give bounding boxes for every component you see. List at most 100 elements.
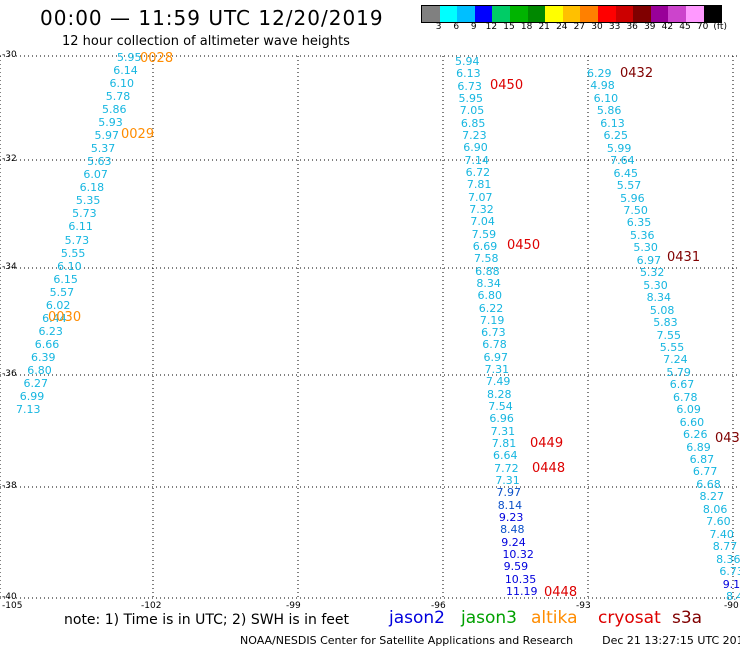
legend-label: 12	[485, 22, 498, 32]
wave-height-value: 9.59	[503, 560, 529, 574]
wave-height-value: 6.88	[475, 264, 500, 278]
wave-height-value: 7.31	[495, 474, 520, 488]
wave-height-value: 6.29	[587, 67, 612, 80]
wave-height-value: 7.81	[466, 178, 492, 192]
wave-height-value: 8.28	[487, 387, 512, 401]
wave-height-value: 6.89	[686, 440, 711, 454]
legend-label: 9	[470, 22, 477, 32]
latitude-label: -30	[2, 50, 17, 60]
wave-height-value: 6.26	[682, 428, 708, 442]
wave-height-value: 6.96	[489, 412, 514, 426]
wave-height-value: 6.11	[68, 220, 93, 234]
satellite-cryosat: cryosat	[598, 608, 661, 628]
map-subtitle: 12 hour collection of altimeter wave hei…	[62, 34, 350, 49]
wave-height-value: 5.78	[105, 90, 131, 104]
legend-swatch	[615, 6, 634, 22]
wave-height-value: 5.86	[102, 103, 127, 117]
legend-swatch	[650, 6, 669, 22]
wave-height-value: 5.73	[64, 233, 90, 247]
pass-time-label: 0030	[48, 310, 82, 325]
longitude-label: -105	[2, 601, 23, 611]
wave-height-value: 5.35	[75, 194, 101, 208]
wave-height-value: 10.32	[502, 548, 534, 562]
latitude-label: -34	[2, 262, 17, 272]
wave-height-value: 7.49	[485, 375, 511, 389]
wave-height-value: 5.32	[639, 266, 665, 280]
legend-swatch	[527, 6, 546, 22]
wave-height-value: 5.30	[633, 241, 658, 255]
wave-height-value: 6.68	[696, 477, 721, 491]
wave-height-value: 7.04	[470, 215, 495, 229]
legend-swatch	[474, 6, 493, 22]
legend-label: 39	[644, 22, 656, 32]
wave-height-value: 7.13	[16, 403, 41, 416]
wave-height-value: 6.10	[57, 259, 82, 273]
wave-height-value: 6.10	[593, 91, 619, 105]
wave-height-value: 5.79	[666, 365, 691, 379]
legend-label: 21	[538, 22, 550, 32]
legend-label: 42	[661, 22, 674, 32]
wave-height-value: 5.96	[620, 191, 645, 205]
wave-height-value: 6.64	[492, 449, 518, 463]
wave-height-value: 5.99	[606, 141, 632, 155]
wave-height-value: 7.31	[484, 363, 510, 377]
wave-height-value: 6.44	[42, 311, 67, 325]
wave-height-value: 6.13	[600, 116, 625, 130]
wave-height-value: 5.36	[630, 228, 655, 242]
wave-height-value: 7.14	[464, 153, 489, 167]
footer-credit: NOAA/NESDIS Center for Satellite Applica…	[240, 634, 740, 647]
wave-height-value: 6.10	[109, 77, 135, 91]
wave-height-value: 7.32	[469, 202, 494, 216]
wave-height-value: 6.39	[30, 350, 56, 364]
wave-height-value: 6.90	[463, 141, 488, 155]
legend-swatch	[457, 6, 475, 22]
wave-height-value: 5.97	[94, 129, 120, 143]
pass-time-label: 0029	[121, 127, 155, 142]
wave-height-value: 6.15	[53, 272, 78, 286]
wave-height-value: 7.64	[610, 154, 635, 168]
wave-height-value: 7.72	[494, 461, 519, 475]
credit-text: NOAA/NESDIS Center for Satellite Applica…	[240, 634, 574, 647]
wave-height-value: 7.55	[656, 328, 682, 342]
satellite-jason2: jason2	[389, 608, 445, 628]
wave-height-value: 5.55	[60, 246, 86, 260]
legend-swatch	[685, 6, 704, 22]
legend-label: 15	[503, 22, 515, 32]
legend-swatch	[703, 6, 722, 22]
footer-note: note: 1) Time is in UTC; 2) SWH is in fe…	[64, 612, 350, 628]
legend-swatch	[562, 6, 581, 22]
wave-height-value: 7.24	[663, 353, 688, 367]
grid-lines	[0, 55, 740, 599]
wave-height-value: 8.36	[716, 552, 740, 566]
wave-height-value: 6.97	[483, 350, 508, 364]
wave-height-value: 8.14	[497, 498, 523, 512]
wave-height-value: 6.87	[689, 453, 715, 467]
wave-height-value: 6.78	[673, 390, 698, 404]
legend-label: 30	[591, 22, 603, 32]
legend-label: 6	[453, 22, 460, 32]
latitude-label: -32	[2, 154, 17, 164]
legend-label: 24	[556, 22, 568, 32]
wave-height-value: 11.19	[506, 585, 538, 598]
wave-height-value: 6.69	[472, 239, 498, 253]
wave-height-value: 8.4	[726, 590, 740, 603]
longitude-label: -96	[431, 601, 446, 611]
longitude-label: -102	[141, 601, 162, 611]
legend-label: 36	[626, 22, 638, 32]
map-title: 00:00 — 11:59 UTC 12/20/2019	[40, 6, 384, 30]
wave-height-value: 6.02	[45, 298, 71, 312]
wave-height-value: 5.57	[616, 179, 642, 193]
wave-height-value: 7.19	[479, 313, 505, 327]
wave-height-value: 7.97	[496, 486, 522, 500]
wave-height-value: 7.81	[491, 437, 517, 451]
wave-height-value: 6.97	[636, 253, 662, 267]
wave-height-value: 5.83	[653, 316, 678, 330]
color-legend	[421, 5, 723, 23]
pass-time-label: 0028	[140, 51, 174, 66]
legend-swatch	[633, 6, 651, 22]
wave-height-value: 4.98	[590, 79, 615, 93]
wave-height-value: 6.35	[626, 216, 652, 230]
legend-swatch	[492, 6, 510, 22]
wave-height-value: 6.78	[482, 338, 507, 352]
legend-label: 33	[608, 22, 621, 32]
